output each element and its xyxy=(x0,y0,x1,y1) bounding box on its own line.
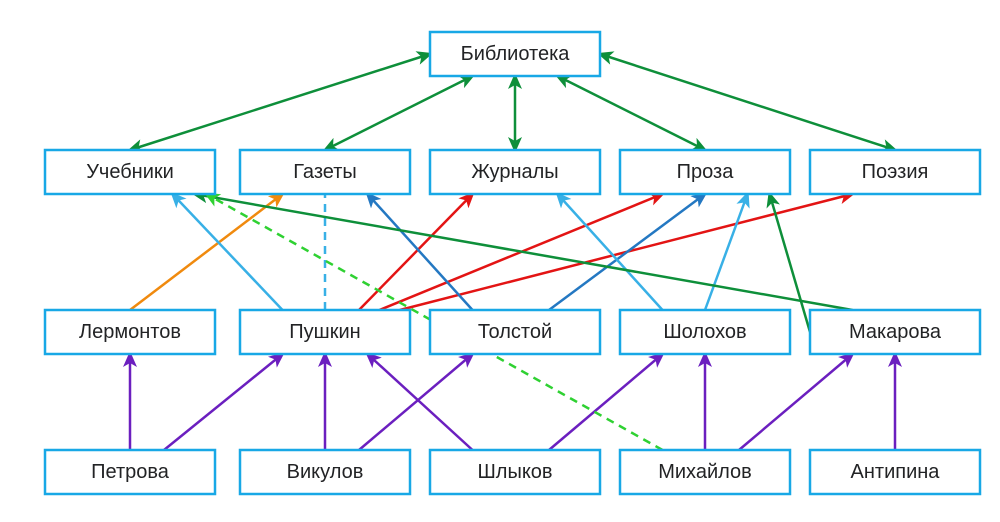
node-label: Проза xyxy=(677,161,735,183)
node-makar: Макарова xyxy=(810,310,980,354)
node-label: Петрова xyxy=(91,461,170,483)
edge-lerm-gazety xyxy=(130,194,283,310)
node-label: Шолохов xyxy=(663,321,746,343)
edge-makar-ucheb xyxy=(195,194,853,310)
edge-gazety-lib xyxy=(325,76,473,150)
node-label: Газеты xyxy=(293,161,357,183)
node-vikul: Викулов xyxy=(240,450,410,494)
node-label: Шлыков xyxy=(477,461,552,483)
node-tolst: Толстой xyxy=(430,310,600,354)
edge-mikh-makar xyxy=(739,354,853,450)
edge-shol-proza xyxy=(705,194,748,310)
node-proza: Проза xyxy=(620,150,790,194)
node-label: Журналы xyxy=(471,161,558,183)
diagram-canvas: Библиотека Учебники Газеты Журналы Проза Поэз… xyxy=(0,0,1000,522)
nodes-layer: Библиотека Учебники Газеты Журналы Проза Поэз… xyxy=(45,32,980,494)
node-gazety: Газеты xyxy=(240,150,410,194)
node-label: Пушкин xyxy=(289,321,360,343)
node-push: Пушкин xyxy=(240,310,410,354)
node-antip: Антипина xyxy=(810,450,980,494)
edge-proza-lib xyxy=(558,76,706,150)
node-lib: Библиотека xyxy=(430,32,600,76)
edge-push-ucheb xyxy=(173,194,283,310)
node-label: Библиотека xyxy=(461,43,571,65)
edge-shlyk-shol xyxy=(549,354,663,450)
node-label: Поэзия xyxy=(862,161,929,183)
node-shlyk: Шлыков xyxy=(430,450,600,494)
node-label: Макарова xyxy=(849,321,942,343)
edge-poez-lib xyxy=(600,54,895,150)
node-label: Толстой xyxy=(478,321,552,343)
node-ucheb: Учебники xyxy=(45,150,215,194)
node-label: Учебники xyxy=(86,161,174,183)
node-label: Антипина xyxy=(851,461,941,483)
node-shol: Шолохов xyxy=(620,310,790,354)
node-lerm: Лермонтов xyxy=(45,310,215,354)
node-label: Лермонтов xyxy=(79,321,181,343)
edge-petr-push xyxy=(164,354,283,450)
node-label: Викулов xyxy=(287,461,364,483)
node-petr: Петрова xyxy=(45,450,215,494)
node-mikh: Михайлов xyxy=(620,450,790,494)
node-label: Михайлов xyxy=(658,461,752,483)
edge-ucheb-lib xyxy=(130,54,430,150)
node-poez: Поэзия xyxy=(810,150,980,194)
edges-layer xyxy=(130,54,895,450)
node-zhurn: Журналы xyxy=(430,150,600,194)
